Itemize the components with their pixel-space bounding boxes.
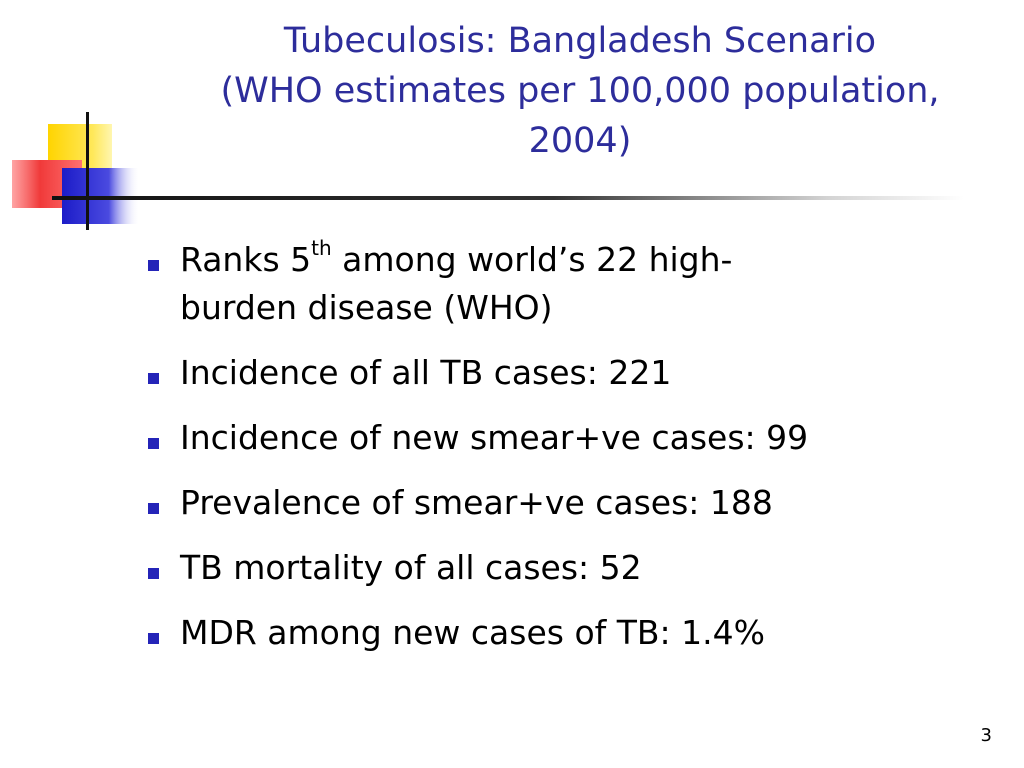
title-line-1: Tubeculosis: Bangladesh Scenario bbox=[283, 21, 877, 61]
bullet-item-incidence-all: Incidence of all TB cases: 221 bbox=[146, 349, 976, 397]
slide-title: Tubeculosis: Bangladesh Scenario (WHO es… bbox=[150, 16, 1010, 166]
square-bullet-icon bbox=[148, 568, 159, 579]
slide-logo-icon bbox=[12, 112, 140, 230]
square-bullet-icon bbox=[148, 633, 159, 644]
bullet-item-prevalence: Prevalence of smear+ve cases: 188 bbox=[146, 479, 976, 527]
square-bullet-icon bbox=[148, 438, 159, 449]
title-divider bbox=[52, 196, 964, 200]
bullet-rank-prefix: Ranks 5 bbox=[180, 240, 312, 279]
bullet-text: TB mortality of all cases: 52 bbox=[180, 548, 642, 587]
bullet-text: Prevalence of smear+ve cases: 188 bbox=[180, 483, 773, 522]
bullet-item-incidence-new: Incidence of new smear+ve cases: 99 bbox=[146, 414, 976, 462]
bullet-text: Incidence of new smear+ve cases: 99 bbox=[180, 418, 809, 457]
bullet-text: MDR among new cases of TB: 1.4% bbox=[180, 613, 765, 652]
square-bullet-icon bbox=[148, 260, 159, 271]
bullet-rank-suffix-line2: burden disease (WHO) bbox=[180, 288, 553, 327]
bullet-list: Ranks 5th among world’s 22 high- burden … bbox=[146, 236, 976, 674]
square-bullet-icon bbox=[148, 373, 159, 384]
title-line-2: (WHO estimates per 100,000 population, bbox=[220, 71, 940, 111]
bullet-text: Incidence of all TB cases: 221 bbox=[180, 353, 672, 392]
title-line-3: 2004) bbox=[528, 121, 632, 161]
bullet-item-mdr: MDR among new cases of TB: 1.4% bbox=[146, 609, 976, 657]
bullet-rank-superscript: th bbox=[311, 236, 332, 260]
page-number: 3 bbox=[980, 725, 992, 746]
bullet-rank-suffix-line1: among world’s 22 high- bbox=[331, 240, 733, 279]
square-bullet-icon bbox=[148, 503, 159, 514]
bullet-item-mortality: TB mortality of all cases: 52 bbox=[146, 544, 976, 592]
bullet-item-rank: Ranks 5th among world’s 22 high- burden … bbox=[146, 236, 976, 332]
logo-vertical-line bbox=[86, 112, 89, 230]
